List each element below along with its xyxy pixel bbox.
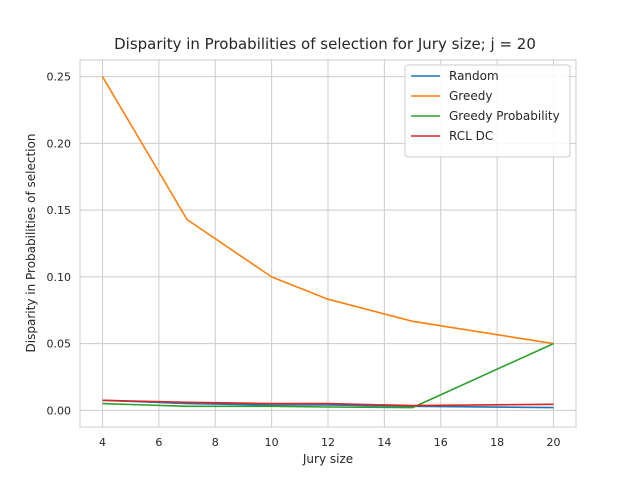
series-line-random xyxy=(102,399,554,409)
legend: Random Greedy Greedy Probability RCL DC xyxy=(404,64,571,158)
y-tick-label: 0.15 xyxy=(47,204,72,217)
series-line-greedy-probability xyxy=(102,342,554,409)
x-tick-label: 6 xyxy=(155,436,162,449)
x-tick-label: 18 xyxy=(490,436,504,449)
series-lines xyxy=(101,76,554,409)
legend-label: RCL DC xyxy=(449,129,493,143)
legend-box xyxy=(404,64,571,158)
y-tick-label: 0.20 xyxy=(47,137,72,150)
y-tick-label: 0.10 xyxy=(47,271,72,284)
y-tick-label: 0.00 xyxy=(47,404,72,417)
x-tick-label: 4 xyxy=(99,436,106,449)
legend-label: Greedy xyxy=(449,89,492,103)
chart-title: Disparity in Probabilities of selection … xyxy=(114,35,536,53)
series-line-greedy xyxy=(101,76,554,345)
legend-label: Greedy Probability xyxy=(449,109,560,123)
y-axis-label: Disparity in Probabilities of selection xyxy=(24,134,38,353)
x-tick-label: 10 xyxy=(265,436,279,449)
axis-ticks: 4 6 8 10 12 14 16 18 20 0.00 0.05 0.10 0.15 0.20 0.25 xyxy=(47,71,561,449)
y-tick-label: 0.25 xyxy=(47,71,72,84)
x-tick-label: 8 xyxy=(212,436,219,449)
x-tick-label: 14 xyxy=(377,436,391,449)
x-tick-label: 16 xyxy=(434,436,448,449)
plot-area xyxy=(79,59,577,428)
x-axis-label: Jury size xyxy=(302,452,353,466)
y-tick-label: 0.05 xyxy=(47,338,72,351)
x-tick-label: 20 xyxy=(546,436,560,449)
x-tick-label: 12 xyxy=(321,436,335,449)
legend-label: Random xyxy=(449,69,499,83)
series-line-rcl-dc xyxy=(102,399,554,407)
